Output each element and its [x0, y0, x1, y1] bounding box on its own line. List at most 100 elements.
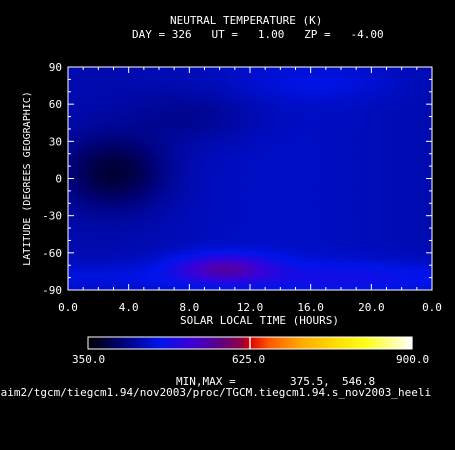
heatmap-cell [320, 242, 327, 247]
heatmap-cell [391, 146, 398, 152]
heatmap-cell [93, 230, 99, 235]
heatmap-cell [204, 210, 211, 215]
heatmap-cell [381, 286, 388, 290]
heatmap-cell [371, 206, 377, 211]
heatmap-cell [320, 186, 327, 192]
heatmap-cell [250, 138, 256, 144]
heatmap-cell [78, 118, 84, 124]
heatmap-cell [391, 106, 398, 112]
heatmap-cell [118, 226, 125, 231]
heatmap-cell [224, 118, 231, 124]
heatmap-cell [280, 214, 286, 219]
heatmap-cell [234, 226, 241, 231]
heatmap-cell [174, 246, 180, 251]
heatmap-cell [421, 278, 428, 283]
heatmap-cell [159, 206, 165, 211]
heatmap-cell [265, 274, 271, 279]
heatmap-cell [320, 286, 327, 290]
heatmap-cell [93, 170, 99, 176]
heatmap-cell [391, 154, 398, 160]
heatmap-cell [310, 186, 317, 192]
heatmap-cell [73, 286, 79, 290]
heatmap-cell [315, 146, 322, 152]
heatmap-cell [239, 266, 246, 271]
heatmap-cell [341, 74, 347, 80]
heatmap-cell [169, 218, 175, 223]
heatmap-cell [255, 94, 261, 100]
heatmap-cell [229, 174, 236, 180]
heatmap-cell [133, 226, 140, 231]
heatmap-cell [396, 118, 403, 124]
heatmap-cell [209, 166, 216, 172]
heatmap-cell [174, 150, 180, 156]
heatmap-cell [426, 122, 432, 128]
heatmap-cell [305, 278, 312, 283]
heatmap-cell [113, 174, 120, 180]
heatmap-cell [244, 198, 251, 203]
heatmap-cell [189, 122, 195, 128]
heatmap-cell [174, 206, 180, 211]
heatmap-cell [295, 158, 302, 164]
heatmap-cell [143, 186, 150, 192]
heatmap-cell [391, 98, 398, 104]
heatmap-cell [300, 226, 307, 231]
heatmap-cell [411, 118, 418, 124]
heatmap-cell [396, 110, 403, 116]
heatmap-cell [371, 74, 377, 80]
heatmap-cell [159, 286, 165, 290]
heatmap-cell [133, 82, 140, 88]
heatmap-cell [128, 142, 135, 148]
heatmap-cell [174, 78, 180, 84]
heatmap-cell [320, 222, 327, 227]
heatmap-cell [88, 238, 94, 243]
colorbar-segment [175, 337, 178, 349]
heatmap-cell [68, 190, 74, 196]
heatmap-cell [255, 214, 261, 219]
heatmap-cell [194, 122, 201, 128]
y-tick-label: 30 [49, 135, 62, 148]
heatmap-cell [386, 202, 393, 207]
colorbar-segment [189, 337, 192, 349]
heatmap-cell [255, 98, 261, 104]
heatmap-cell [330, 246, 337, 251]
heatmap-cell [255, 86, 261, 92]
heatmap-cell [224, 278, 231, 283]
heatmap-cell [138, 74, 145, 80]
heatmap-cell [315, 286, 322, 290]
heatmap-cell [351, 238, 357, 243]
heatmap-cell [396, 254, 403, 259]
heatmap-cell [260, 178, 266, 184]
heatmap-cell [189, 218, 195, 223]
heatmap-cell [320, 246, 327, 251]
heatmap-cell [73, 234, 79, 239]
heatmap-cell [128, 90, 135, 96]
colorbar-segment [241, 337, 245, 349]
heatmap-cell [376, 262, 383, 267]
heatmap-cell [103, 158, 110, 164]
heatmap-cell [123, 90, 130, 96]
heatmap-cell [426, 162, 432, 168]
heatmap-cell [98, 166, 104, 172]
heatmap-cell [214, 278, 221, 283]
heatmap-cell [356, 78, 362, 84]
heatmap-cell [426, 154, 432, 160]
heatmap-cell [346, 98, 352, 104]
heatmap-cell [108, 182, 115, 188]
heatmap-cell [98, 214, 104, 219]
heatmap-cell [341, 242, 347, 247]
heatmap-cell [325, 134, 332, 140]
colorbar-segment [349, 337, 352, 349]
heatmap-cell [285, 198, 292, 203]
heatmap-cell [320, 170, 327, 176]
heatmap-cell [214, 218, 221, 223]
heatmap-cell [401, 150, 408, 156]
heatmap-cell [376, 194, 383, 200]
heatmap-cell [93, 102, 99, 108]
heatmap-cell [164, 98, 170, 104]
heatmap-cell [356, 182, 362, 188]
heatmap-cell [351, 174, 357, 180]
heatmap-cell [421, 182, 428, 188]
heatmap-cell [371, 270, 377, 275]
heatmap-cell [98, 67, 104, 72]
heatmap-cell [234, 110, 241, 116]
